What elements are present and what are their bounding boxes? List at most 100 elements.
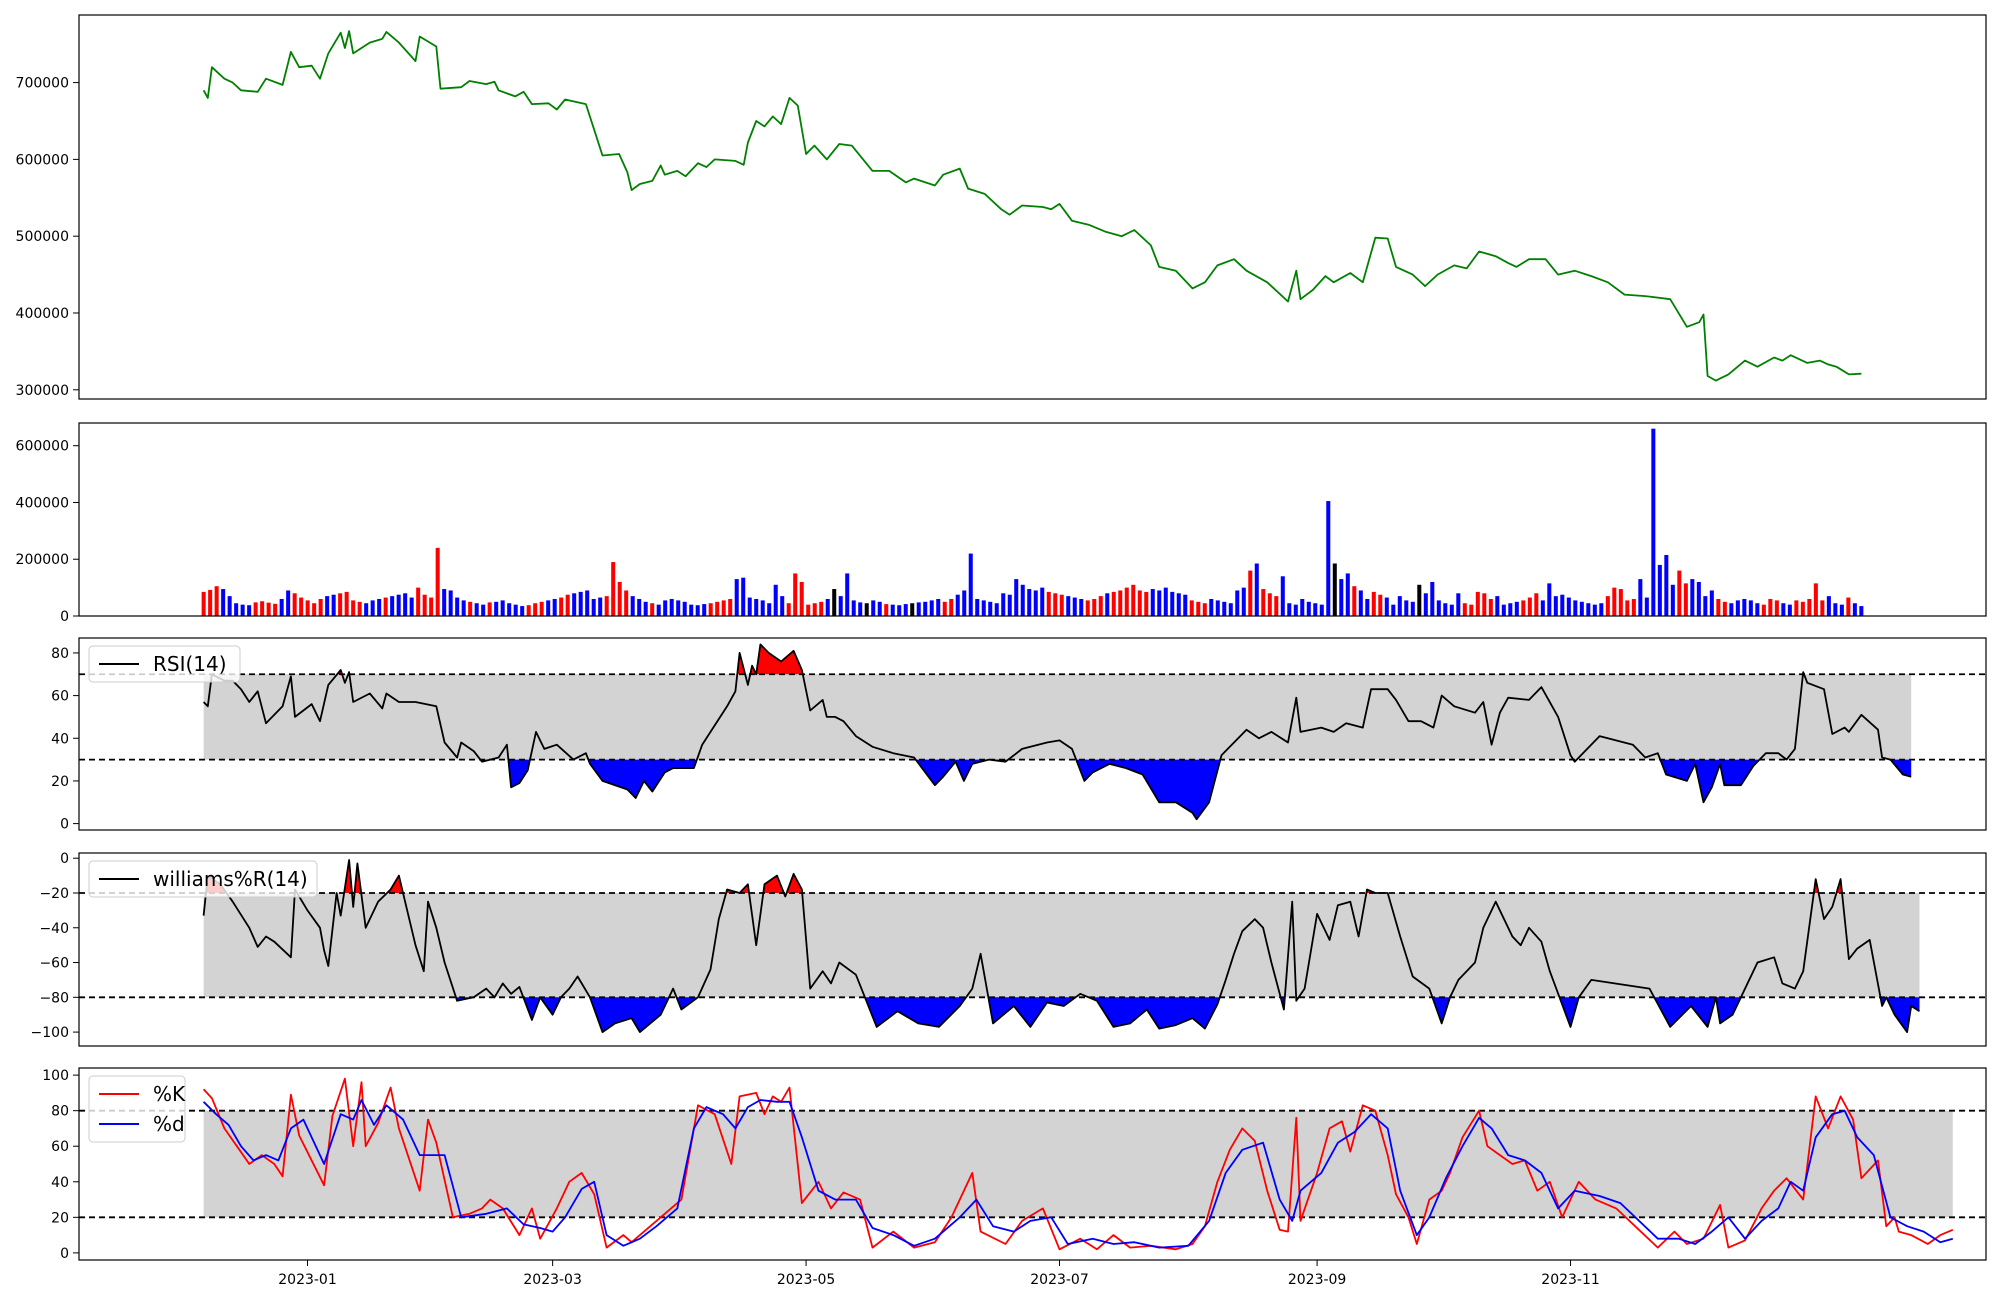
volume-bar [1300, 598, 1305, 616]
volume-bar [1703, 596, 1708, 616]
rsi-legend-label: RSI(14) [153, 652, 227, 676]
williams-ytick-label: −60 [39, 956, 69, 972]
volume-bar [1560, 594, 1565, 616]
volume-bar [481, 604, 486, 616]
volume-bar [1833, 603, 1838, 616]
volume-bar [1742, 598, 1747, 616]
volume-bar [728, 598, 733, 616]
volume-bar [448, 590, 453, 616]
volume-bar [221, 589, 226, 616]
volume-bar [1807, 598, 1812, 616]
volume-bar [1150, 589, 1155, 616]
volume-bar [897, 605, 902, 616]
volume-bar [442, 589, 447, 616]
volume-bar [344, 591, 349, 617]
volume-bar [1540, 600, 1545, 616]
volume-bar [1430, 581, 1435, 616]
williams-ytick-label: −80 [39, 990, 69, 1006]
volume-bar [1352, 586, 1357, 616]
volume-bar [396, 594, 401, 616]
volume-bar [1573, 600, 1578, 616]
xtick-label: 2023-01 [278, 1272, 337, 1288]
volume-bar [702, 604, 707, 616]
volume-bar [981, 600, 986, 616]
volume-bar [780, 596, 785, 616]
williams-line [202, 859, 1920, 1033]
volume-bar [292, 593, 297, 616]
volume-bar [825, 598, 830, 616]
volume-bar [500, 600, 505, 616]
volume-bar [858, 602, 863, 616]
volume-bar [591, 598, 596, 616]
volume-bar [1319, 604, 1324, 616]
volume-bar [715, 601, 720, 616]
volume-bar [1118, 590, 1123, 616]
volume-bar [494, 601, 499, 616]
volume-bar [1111, 591, 1116, 617]
volume-bar [1365, 598, 1370, 616]
volume-bar [682, 601, 687, 616]
volume-bar [676, 600, 681, 616]
volume-bar [357, 601, 362, 616]
williams-oversold-fill [1088, 997, 1220, 1029]
volume-bar [598, 597, 603, 616]
price-ytick-label: 400000 [16, 306, 69, 322]
volume-bar [656, 604, 661, 616]
rsi-oversold-fill [915, 759, 989, 786]
volume-bar [630, 596, 635, 616]
volume-bar [1469, 604, 1474, 616]
volume-bar [988, 601, 993, 616]
volume-bar [429, 597, 434, 616]
volume-bar [416, 587, 421, 616]
volume-bar [1417, 584, 1422, 616]
volume-bar [253, 602, 258, 616]
volume-bar [1215, 600, 1220, 616]
price-ytick-label: 500000 [16, 229, 69, 245]
rsi-overbought-fill [756, 644, 803, 675]
xtick-label: 2023-09 [1288, 1272, 1347, 1288]
volume-bar [1339, 579, 1344, 616]
volume-bar [1222, 601, 1227, 616]
volume-bar [669, 598, 674, 616]
volume-bar [1605, 596, 1610, 616]
volume-bar [1781, 603, 1786, 616]
volume-bar [1534, 593, 1539, 616]
volume-bar [747, 597, 752, 616]
volume-bar [1040, 587, 1045, 616]
volume-bar [279, 598, 284, 616]
rsi-ytick-label: 0 [60, 817, 69, 833]
williams-overbought-fill [763, 875, 784, 893]
volume-bar [1267, 593, 1272, 616]
volume-bar [572, 593, 577, 616]
volume-bar [1163, 587, 1168, 616]
volume-bar [390, 596, 395, 616]
volume-bar [1241, 587, 1246, 616]
volume-bar [1144, 591, 1149, 617]
volume-bar [312, 603, 317, 616]
volume-bar [383, 597, 388, 616]
volume-bar [819, 601, 824, 616]
xtick-label: 2023-03 [523, 1272, 582, 1288]
volume-bar [962, 590, 967, 616]
volume-bar [884, 604, 889, 616]
volume-bar [1059, 594, 1064, 616]
volume-bar [741, 577, 746, 616]
stochastic-legend-label: %K [153, 1082, 186, 1106]
volume-bar [1261, 589, 1266, 616]
volume-bar [546, 600, 551, 616]
volume-bar [1306, 601, 1311, 616]
volume-bar [975, 598, 980, 616]
williams-legend [88, 860, 318, 898]
rsi-legend [88, 645, 241, 683]
rsi-oversold-fill [508, 759, 530, 788]
volume-bar [1716, 598, 1721, 616]
volume-bar [1787, 604, 1792, 616]
rsi-ytick-label: 40 [51, 731, 69, 747]
williams-oversold-fill [540, 997, 561, 1015]
williams-oversold-fill [988, 997, 1076, 1027]
stochastic-band [203, 1110, 1953, 1218]
volume-bar [1690, 579, 1695, 616]
rsi-oversold-fill [1890, 759, 1912, 777]
volume-bar [1410, 601, 1415, 616]
